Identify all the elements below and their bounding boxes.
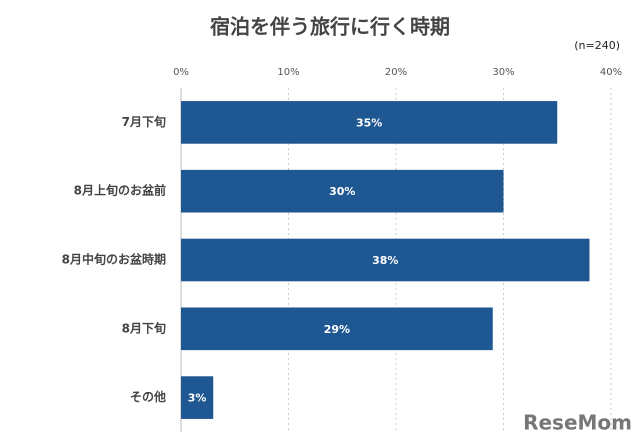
- bar: [181, 238, 590, 282]
- y-tick-label: 8月上旬のお盆前: [74, 183, 166, 198]
- bar: [181, 376, 214, 419]
- watermark: ReseMom: [523, 411, 632, 435]
- chart-title: 宿泊を伴う旅行に行く時期: [210, 15, 450, 39]
- sample-note: (n=240): [574, 39, 620, 52]
- x-tick-label: 0%: [173, 67, 189, 78]
- y-tick-label: 7月下旬: [122, 114, 166, 129]
- value-label: 38%: [372, 254, 398, 267]
- x-tick-label: 40%: [600, 67, 622, 78]
- value-label: 3%: [188, 392, 207, 405]
- bar: [181, 169, 504, 213]
- x-tick-label: 10%: [277, 67, 299, 78]
- x-tick-label: 30%: [492, 67, 514, 78]
- y-tick-label: 8月下旬: [122, 320, 166, 335]
- bar: [181, 101, 558, 144]
- value-label: 29%: [324, 323, 350, 336]
- x-tick-label: 20%: [385, 67, 407, 78]
- value-label: 35%: [356, 116, 382, 129]
- y-tick-label: その他: [130, 389, 166, 404]
- value-label: 30%: [329, 185, 355, 198]
- y-tick-label: 8月中旬のお盆時期: [62, 252, 166, 267]
- bar: [181, 307, 493, 351]
